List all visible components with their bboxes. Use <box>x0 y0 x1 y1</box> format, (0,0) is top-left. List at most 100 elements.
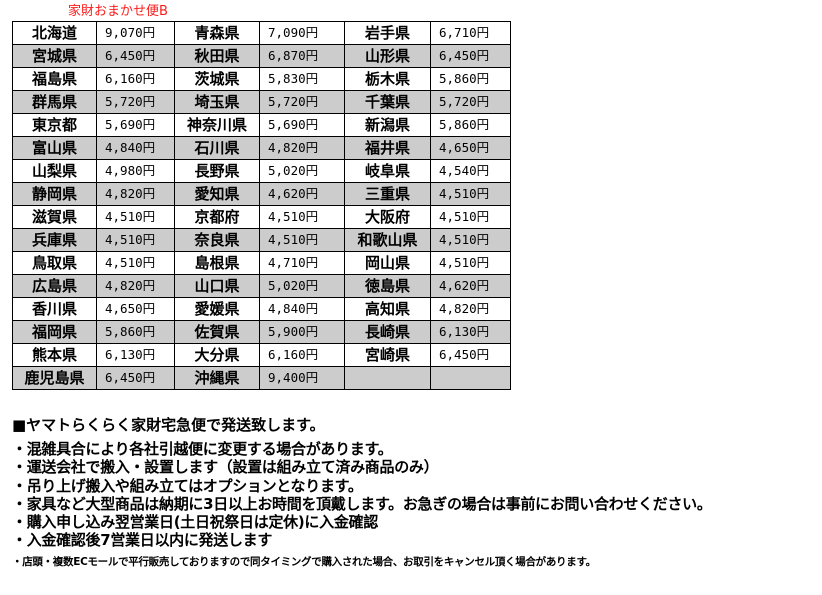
price-cell: 4,510円 <box>259 205 345 229</box>
prefecture-cell: 茨城県 <box>174 67 260 91</box>
price-cell: 5,830円 <box>259 67 345 91</box>
prefecture-cell: 長崎県 <box>344 320 431 344</box>
prefecture-cell: 静岡県 <box>12 182 97 206</box>
table-row: 熊本県 6,130円 大分県 6,160円 宮崎県 6,450円 <box>12 343 511 367</box>
price-cell: 9,400円 <box>259 366 345 390</box>
prefecture-cell: 宮城県 <box>12 44 97 68</box>
table-row: 宮城県 6,450円 秋田県 6,870円 山形県 6,450円 <box>12 44 511 68</box>
price-cell: 6,710円 <box>430 21 511 45</box>
prefecture-cell: 徳島県 <box>344 274 431 298</box>
price-cell: 4,980円 <box>96 159 175 183</box>
price-cell: 4,510円 <box>430 205 511 229</box>
note-item: ・入金確認後7営業日以内に発送します <box>12 531 273 550</box>
price-cell: 4,710円 <box>259 251 345 275</box>
price-cell: 5,690円 <box>259 113 345 137</box>
price-cell: 6,130円 <box>96 343 175 367</box>
price-cell: 5,020円 <box>259 159 345 183</box>
prefecture-cell: 青森県 <box>174 21 260 45</box>
price-cell: 6,450円 <box>430 343 511 367</box>
price-cell: 6,160円 <box>259 343 345 367</box>
prefecture-cell: 福島県 <box>12 67 97 91</box>
price-cell: 4,510円 <box>430 251 511 275</box>
price-cell: 4,620円 <box>430 274 511 298</box>
table-row: 広島県 4,820円 山口県 5,020円 徳島県 4,620円 <box>12 274 511 298</box>
prefecture-cell: 埼玉県 <box>174 90 260 114</box>
notes-heading: ■ヤマトらくらく家財宅急便で発送致します。 <box>12 416 325 434</box>
price-cell: 5,720円 <box>430 90 511 114</box>
table-row: 北海道 9,070円 青森県 7,090円 岩手県 6,710円 <box>12 21 511 45</box>
table-row: 鳥取県 4,510円 島根県 4,710円 岡山県 4,510円 <box>12 251 511 275</box>
price-cell: 6,160円 <box>96 67 175 91</box>
table-row: 福島県 6,160円 茨城県 5,830円 栃木県 5,860円 <box>12 67 511 91</box>
prefecture-cell: 大阪府 <box>344 205 431 229</box>
prefecture-cell: 大分県 <box>174 343 260 367</box>
prefecture-cell: 山形県 <box>344 44 431 68</box>
price-cell: 4,540円 <box>430 159 511 183</box>
table-row: 兵庫県 4,510円 奈良県 4,510円 和歌山県 4,510円 <box>12 228 511 252</box>
table-row: 東京都 5,690円 神奈川県 5,690円 新潟県 5,860円 <box>12 113 511 137</box>
prefecture-cell: 和歌山県 <box>344 228 431 252</box>
prefecture-cell: 沖縄県 <box>174 366 260 390</box>
prefecture-cell: 千葉県 <box>344 90 431 114</box>
prefecture-cell: 島根県 <box>174 251 260 275</box>
prefecture-cell: 香川県 <box>12 297 97 321</box>
price-cell: 6,450円 <box>96 44 175 68</box>
price-cell: 5,720円 <box>259 90 345 114</box>
price-cell: 6,450円 <box>96 366 175 390</box>
price-cell: 5,900円 <box>259 320 345 344</box>
prefecture-cell: 岩手県 <box>344 21 431 45</box>
prefecture-cell: 愛媛県 <box>174 297 260 321</box>
price-cell: 6,130円 <box>430 320 511 344</box>
prefecture-cell: 奈良県 <box>174 228 260 252</box>
prefecture-cell: 宮崎県 <box>344 343 431 367</box>
price-cell: 4,840円 <box>96 136 175 160</box>
prefecture-cell: 神奈川県 <box>174 113 260 137</box>
price-cell: 5,020円 <box>259 274 345 298</box>
prefecture-cell: 鳥取県 <box>12 251 97 275</box>
price-cell: 4,840円 <box>259 297 345 321</box>
price-cell: 4,820円 <box>259 136 345 160</box>
prefecture-cell <box>344 366 431 390</box>
prefecture-cell: 佐賀県 <box>174 320 260 344</box>
table-title: 家財おまかせ便B <box>68 4 168 19</box>
prefecture-cell: 愛知県 <box>174 182 260 206</box>
price-cell: 6,450円 <box>430 44 511 68</box>
table-row: 静岡県 4,820円 愛知県 4,620円 三重県 4,510円 <box>12 182 511 206</box>
price-cell: 4,820円 <box>430 297 511 321</box>
prefecture-cell: 富山県 <box>12 136 97 160</box>
price-cell: 4,510円 <box>430 228 511 252</box>
prefecture-cell: 三重県 <box>344 182 431 206</box>
shipping-rate-table: 北海道 9,070円 青森県 7,090円 岩手県 6,710円 宮城県 6,450円 秋田県 6… <box>12 21 511 390</box>
prefecture-cell: 山口県 <box>174 274 260 298</box>
table-row: 山梨県 4,980円 長野県 5,020円 岐阜県 4,540円 <box>12 159 511 183</box>
prefecture-cell: 福岡県 <box>12 320 97 344</box>
shipping-notes: ■ヤマトらくらく家財宅急便で発送致します。 ・混雑具合により各社引越便に変更する… <box>12 416 712 569</box>
price-cell: 9,070円 <box>96 21 175 45</box>
prefecture-cell: 秋田県 <box>174 44 260 68</box>
prefecture-cell: 京都府 <box>174 205 260 229</box>
note-item: ・家具など大型商品は納期に3日以上お時間を頂戴します。お急ぎの場合は事前にお問い… <box>12 494 712 513</box>
table-row: 滋賀県 4,510円 京都府 4,510円 大阪府 4,510円 <box>12 205 511 229</box>
table-row: 富山県 4,840円 石川県 4,820円 福井県 4,650円 <box>12 136 511 160</box>
price-cell: 4,510円 <box>96 205 175 229</box>
table-row: 香川県 4,650円 愛媛県 4,840円 高知県 4,820円 <box>12 297 511 321</box>
prefecture-cell: 石川県 <box>174 136 260 160</box>
prefecture-cell: 兵庫県 <box>12 228 97 252</box>
prefecture-cell: 鹿児島県 <box>12 366 97 390</box>
note-item: ・混雑具合により各社引越便に変更する場合があります。 <box>12 440 393 458</box>
price-cell: 6,870円 <box>259 44 345 68</box>
price-cell: 4,820円 <box>96 182 175 206</box>
price-cell: 5,720円 <box>96 90 175 114</box>
price-cell: 4,650円 <box>96 297 175 321</box>
table-row: 鹿児島県 6,450円 沖縄県 9,400円 <box>12 366 511 390</box>
prefecture-cell: 岡山県 <box>344 251 431 275</box>
price-cell: 5,690円 <box>96 113 175 137</box>
prefecture-cell: 新潟県 <box>344 113 431 137</box>
note-item: ・吊り上げ搬入や組み立てはオプションとなります。 <box>12 476 363 495</box>
price-cell: 7,090円 <box>259 21 345 45</box>
price-cell: 4,510円 <box>259 228 345 252</box>
prefecture-cell: 福井県 <box>344 136 431 160</box>
price-cell: 5,860円 <box>430 67 511 91</box>
price-cell: 5,860円 <box>96 320 175 344</box>
price-cell: 4,650円 <box>430 136 511 160</box>
